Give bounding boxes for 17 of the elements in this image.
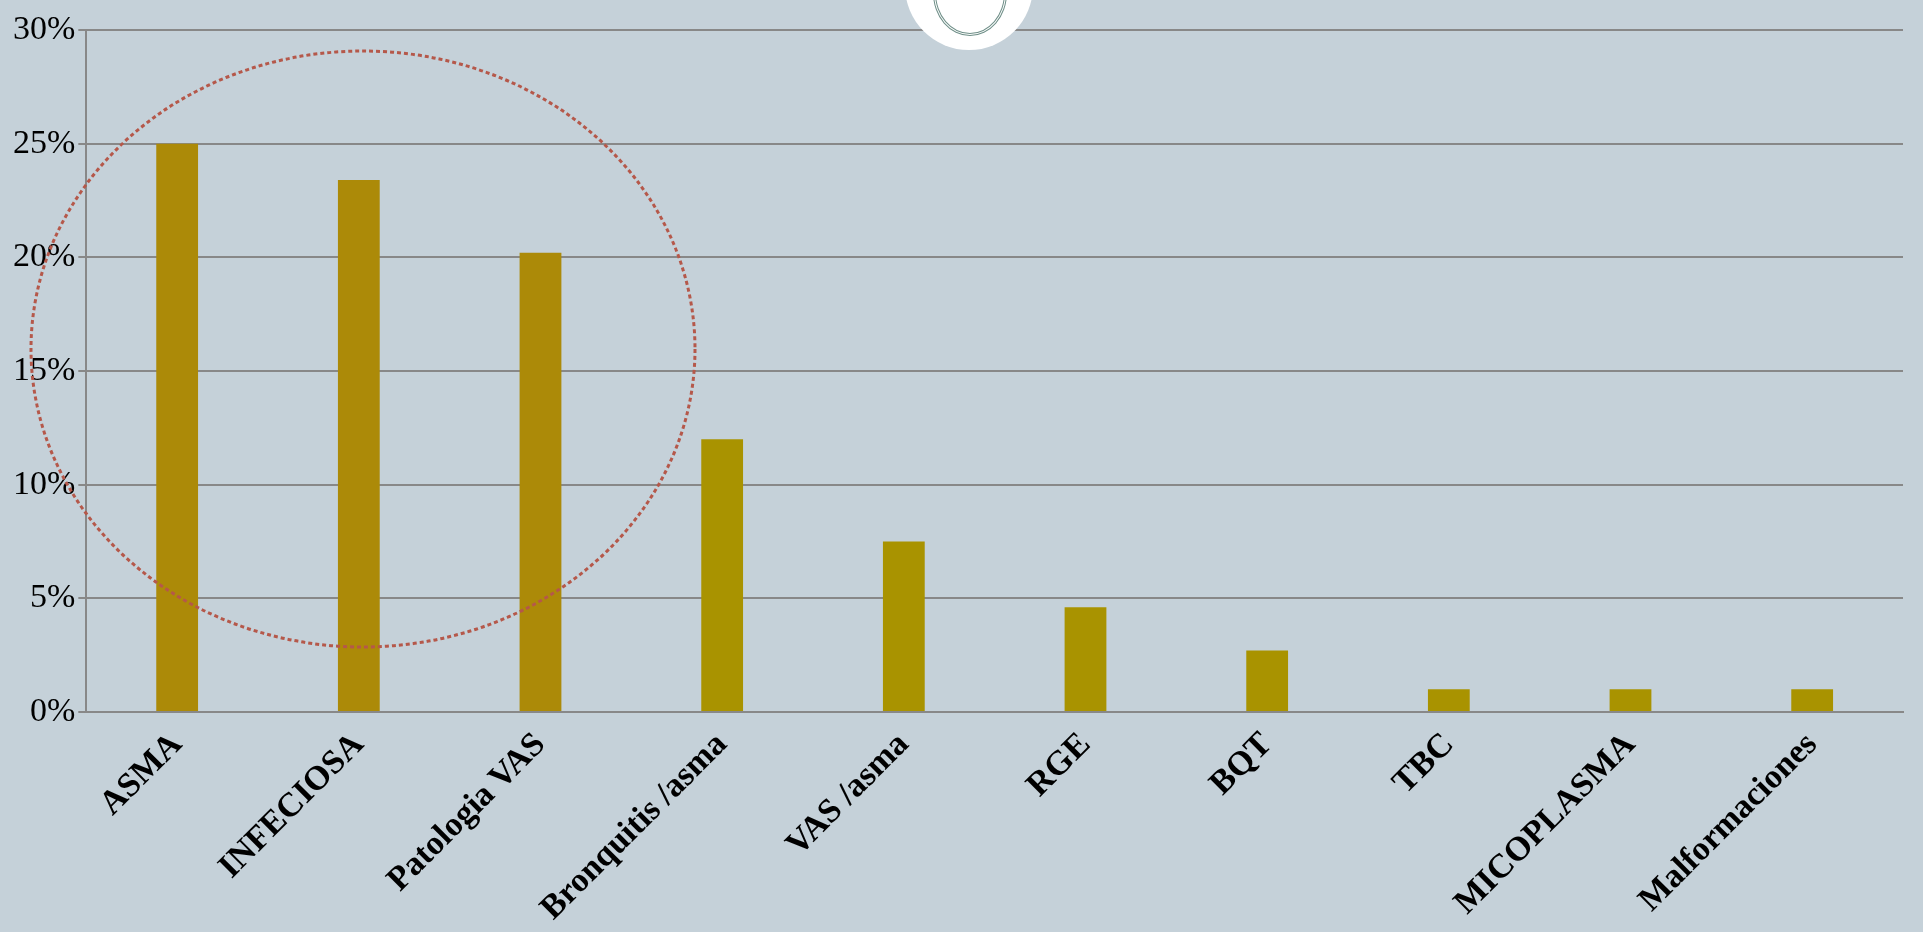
bar	[519, 252, 562, 711]
bar	[1064, 607, 1107, 711]
bar	[1246, 650, 1289, 711]
y-tick-label: 15%	[12, 349, 76, 387]
bar	[701, 439, 744, 711]
y-tick-label: 25%	[12, 122, 76, 160]
bar	[337, 180, 380, 711]
bar	[1427, 689, 1470, 711]
y-tick-label: 0%	[29, 690, 76, 728]
y-tick-label: 10%	[12, 463, 76, 501]
y-tick-label: 5%	[29, 577, 76, 615]
bar	[1609, 689, 1652, 711]
y-tick-label: 30%	[12, 8, 76, 46]
bar	[156, 143, 199, 711]
bar	[882, 541, 925, 711]
bar	[1791, 689, 1834, 711]
y-tick-label: 20%	[12, 236, 76, 274]
